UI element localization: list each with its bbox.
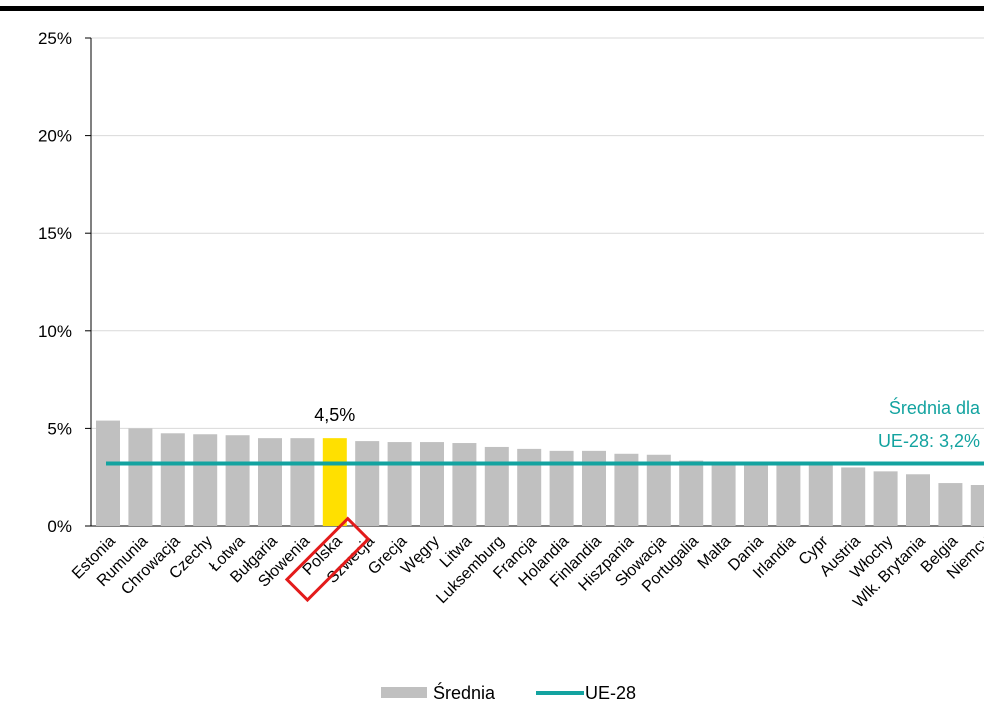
- bar-highlight: [322, 438, 347, 526]
- bars: 4,5%: [96, 405, 984, 526]
- bar: [225, 435, 250, 526]
- bar: [160, 433, 185, 526]
- bar: [420, 442, 444, 526]
- legend-label-ue28: UE-28: [585, 683, 636, 703]
- bar: [193, 434, 218, 526]
- bar: [776, 464, 801, 526]
- bar: [452, 443, 477, 526]
- legend-swatch-srednia: [381, 687, 427, 698]
- average-line-group: Średnia dla UE-28: 3,2%: [106, 397, 984, 466]
- bar: [614, 453, 639, 526]
- y-axis: 0% 5% 10% 15% 20% 25%: [38, 29, 984, 536]
- bar: [711, 461, 736, 526]
- bar: [906, 474, 930, 526]
- highlight-box: [284, 516, 371, 603]
- bar: [808, 465, 833, 526]
- bar: [128, 428, 153, 526]
- bar: [355, 441, 380, 526]
- top-border: [0, 6, 984, 11]
- average-annotation-line2: UE-28: 3,2%: [878, 431, 980, 451]
- y-tick-label: 25%: [38, 29, 72, 48]
- bar: [96, 420, 120, 526]
- bar: [646, 454, 671, 526]
- x-axis-labels: EstoniaRumuniaChrowacjaCzechyŁotwaBułgar…: [69, 516, 984, 611]
- bar: [484, 446, 509, 526]
- bar: [744, 463, 768, 526]
- y-tick-label: 5%: [47, 419, 72, 438]
- bar: [258, 438, 282, 526]
- bar: [387, 442, 412, 526]
- legend: Średnia UE-28: [381, 682, 636, 703]
- y-tick-label: 20%: [38, 127, 72, 146]
- y-tick-label: 15%: [38, 224, 72, 243]
- y-tick-label: 0%: [47, 517, 72, 536]
- bar: [841, 467, 866, 526]
- highlight-data-label: 4,5%: [314, 405, 355, 425]
- bar: [970, 485, 984, 526]
- legend-label-srednia: Średnia: [433, 682, 496, 703]
- bar: [873, 471, 898, 526]
- y-tick-label: 10%: [38, 322, 72, 341]
- bar: [517, 448, 542, 526]
- bar: [679, 460, 704, 526]
- average-annotation-line1: Średnia dla: [889, 397, 981, 418]
- bar: [290, 438, 315, 526]
- grid-lines: [91, 37, 984, 429]
- bar: [938, 483, 963, 526]
